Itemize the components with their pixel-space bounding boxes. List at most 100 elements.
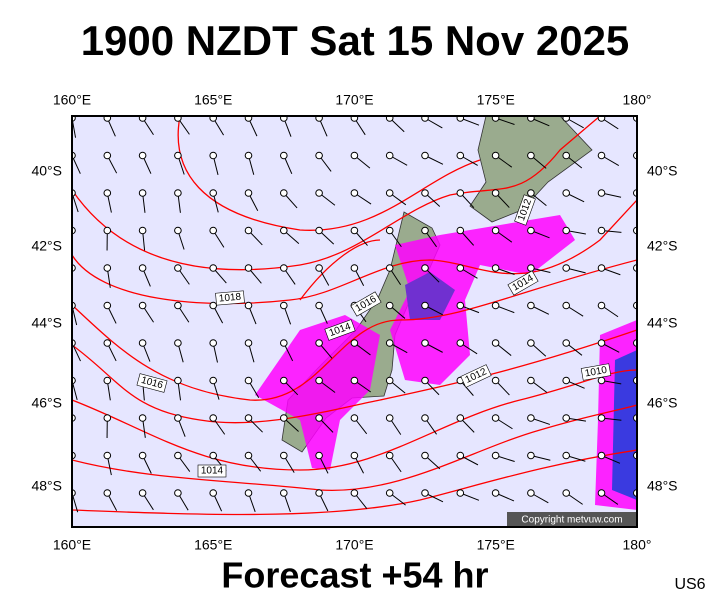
station xyxy=(138,414,147,422)
station xyxy=(421,451,429,460)
station xyxy=(315,151,323,160)
isobar-label: 1014 xyxy=(197,464,227,478)
precip xyxy=(255,315,380,470)
station xyxy=(562,301,571,310)
station xyxy=(103,264,112,272)
station xyxy=(138,226,147,235)
isobar-label: 1010 xyxy=(580,363,612,381)
station xyxy=(456,116,465,122)
station xyxy=(244,151,253,160)
station xyxy=(315,414,323,422)
station xyxy=(174,301,182,310)
wind-barb xyxy=(636,417,637,419)
station xyxy=(209,116,217,122)
station xyxy=(597,226,606,235)
station xyxy=(174,264,182,272)
station xyxy=(244,264,253,272)
station xyxy=(315,264,323,272)
station xyxy=(385,264,394,272)
isobar-label-box xyxy=(197,464,227,478)
station xyxy=(527,489,535,497)
lat-label: 44°S xyxy=(31,315,62,331)
station xyxy=(209,264,217,272)
station xyxy=(350,414,359,422)
station xyxy=(174,489,182,497)
lat-label: 40°S xyxy=(31,163,62,179)
station xyxy=(527,339,535,347)
station xyxy=(280,489,288,497)
lon-label: 180° xyxy=(623,537,652,553)
map-frame xyxy=(71,115,638,528)
station xyxy=(456,264,465,272)
station xyxy=(174,376,182,385)
station xyxy=(491,264,500,272)
station xyxy=(280,451,288,460)
station xyxy=(138,301,147,310)
isobar-label-box xyxy=(580,363,612,381)
station xyxy=(421,151,429,160)
station xyxy=(421,264,429,272)
station xyxy=(315,301,323,310)
station xyxy=(527,376,535,385)
station xyxy=(209,226,217,235)
lon-label: 160°E xyxy=(53,537,91,553)
station xyxy=(244,301,253,310)
station xyxy=(315,489,323,497)
isobar-label-box xyxy=(460,364,492,388)
station xyxy=(385,151,394,160)
lon-label: 160°E xyxy=(53,92,91,108)
station xyxy=(562,116,570,122)
station xyxy=(597,451,606,460)
copyright-box xyxy=(507,512,637,527)
station xyxy=(597,414,606,422)
station xyxy=(597,376,606,385)
station xyxy=(491,301,500,310)
station xyxy=(527,226,535,235)
isobars xyxy=(72,116,637,516)
station xyxy=(315,226,323,235)
station xyxy=(491,339,500,347)
station xyxy=(456,339,465,347)
wind-barb xyxy=(636,230,637,232)
copyright: Copyright metvuw.com xyxy=(521,515,622,526)
station xyxy=(421,189,429,197)
lat-label: 42°S xyxy=(647,238,678,254)
station xyxy=(385,189,394,197)
station xyxy=(350,339,359,347)
isobar-label: 1016 xyxy=(136,373,168,393)
station xyxy=(280,226,288,235)
station xyxy=(562,151,571,160)
station xyxy=(491,414,500,422)
station xyxy=(350,264,359,272)
station xyxy=(350,376,359,385)
station xyxy=(209,151,217,160)
wind-barb xyxy=(636,492,637,494)
lon-label: 175°E xyxy=(477,537,515,553)
station xyxy=(138,339,147,347)
station xyxy=(244,189,253,197)
station xyxy=(315,116,323,122)
station xyxy=(244,226,253,235)
station xyxy=(103,414,112,422)
isobar-label-box xyxy=(514,194,536,226)
station xyxy=(315,339,323,347)
station xyxy=(103,151,112,160)
station xyxy=(315,451,323,460)
station xyxy=(350,226,359,235)
station xyxy=(527,414,535,422)
station xyxy=(103,451,112,460)
station xyxy=(174,451,182,460)
station xyxy=(209,489,217,497)
station xyxy=(209,189,217,197)
station xyxy=(103,226,112,235)
station xyxy=(597,339,606,347)
station xyxy=(244,339,253,347)
lat-label: 48°S xyxy=(31,478,62,494)
lat-label: 42°S xyxy=(31,238,62,254)
station xyxy=(244,414,253,422)
station xyxy=(103,376,112,385)
station xyxy=(456,451,465,460)
station xyxy=(209,451,217,460)
station xyxy=(421,376,429,385)
